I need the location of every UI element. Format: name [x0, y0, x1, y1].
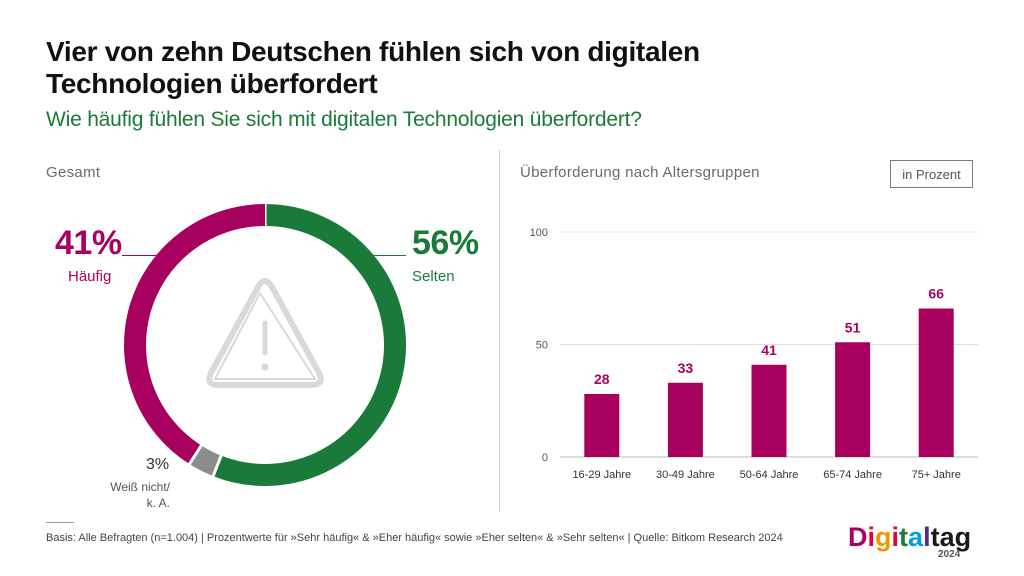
logo-letter: g — [954, 522, 972, 552]
bar-value-label: 51 — [845, 319, 861, 335]
left-section-label: Gesamt — [46, 164, 101, 181]
unit-label-box: in Prozent — [890, 160, 973, 188]
bar — [751, 364, 787, 457]
donut-slice-weissnicht — [189, 445, 222, 477]
bar-value-label: 28 — [594, 371, 610, 387]
bar — [667, 382, 703, 457]
bar — [918, 308, 954, 457]
logo-letter: a — [939, 522, 955, 552]
bar-value-label: 41 — [761, 342, 777, 358]
donut-chart — [124, 203, 406, 486]
donut-slice-selten — [213, 204, 406, 486]
y-tick-label: 50 — [536, 340, 548, 352]
bar-value-label: 66 — [928, 286, 944, 302]
logo-letter: a — [908, 522, 924, 552]
y-tick-label: 100 — [530, 227, 548, 239]
chart-divider — [499, 150, 500, 512]
page-title: Vier von zehn Deutschen fühlen sich von … — [46, 36, 700, 99]
donut-slices — [124, 203, 406, 486]
weissnicht-label-line2: k. A. — [146, 496, 170, 510]
haeufig-leader-line — [122, 255, 166, 256]
donut-slice-haeufig — [124, 204, 266, 465]
selten-label: Selten — [412, 268, 455, 285]
warning-triangle-icon — [206, 278, 324, 388]
logo-letter: i — [867, 522, 876, 552]
logo-letter: g — [875, 522, 892, 552]
weissnicht-percent: 3% — [146, 456, 170, 473]
selten-percent: 56% — [412, 224, 479, 262]
x-category-label: 30-49 Jahre — [656, 469, 715, 481]
bar — [835, 342, 871, 457]
bar — [584, 394, 620, 457]
footer-rule — [46, 522, 74, 523]
y-tick-label: 0 — [542, 452, 548, 464]
x-category-label: 65-74 Jahre — [823, 469, 882, 481]
weissnicht-label-line1: Weiß nicht/ — [110, 480, 170, 494]
bar-value-label: 33 — [678, 360, 694, 376]
donut-separator — [211, 454, 223, 478]
logo-letter: t — [930, 522, 940, 552]
x-category-label: 50-64 Jahre — [740, 469, 799, 481]
haeufig-label: Häufig — [68, 268, 112, 285]
x-category-label: 16-29 Jahre — [572, 469, 631, 481]
age-group-bar-chart: 0 50 100 28 16-29 Jahre 33 30-49 Jahre 41 50-64 … — [530, 227, 978, 481]
right-section-label: Überforderung nach Altersgruppen — [520, 164, 760, 181]
x-category-label: 75+ Jahre — [912, 469, 961, 481]
footer-source: Basis: Alle Befragten (n=1.004) | Prozen… — [46, 532, 783, 544]
logo-letter: l — [923, 522, 931, 552]
page-subtitle: Wie häufig fühlen Sie sich mit digitalen… — [46, 108, 642, 131]
donut-separator — [187, 443, 204, 466]
selten-leader-line — [362, 255, 406, 256]
digitaltag-logo: Digitaltag — [848, 522, 971, 552]
logo-letter: t — [899, 522, 909, 552]
logo-letter: i — [891, 522, 900, 552]
logo-letter: D — [848, 522, 868, 552]
logo-year: 2024 — [938, 549, 961, 560]
haeufig-percent: 41% — [55, 224, 122, 262]
